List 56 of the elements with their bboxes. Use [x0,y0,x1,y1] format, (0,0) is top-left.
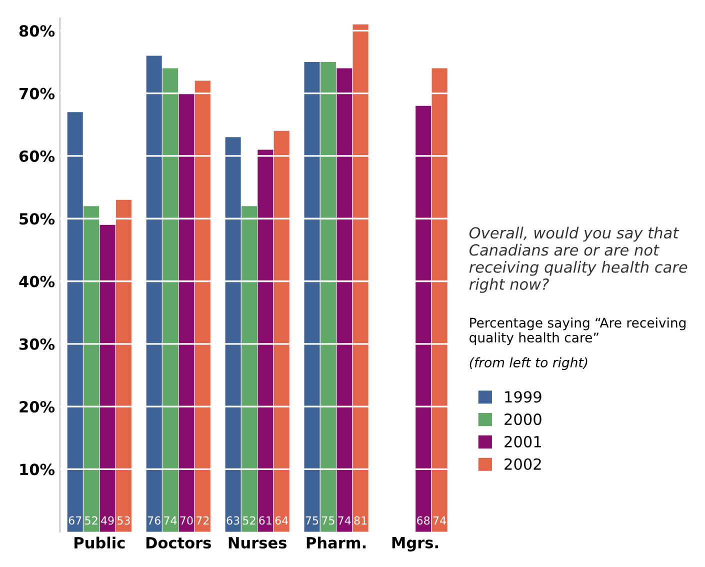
legend-title: Percentage saying “Are receiving quality health care” [470,318,686,346]
data-label: 68 [417,516,430,525]
data-label: 76 [148,516,160,525]
data-label: 70 [180,516,193,525]
bar [241,206,257,532]
x-tick-label: Nurses [228,537,286,549]
data-label: 74 [164,516,177,525]
bar [67,112,83,532]
bar [320,62,336,532]
x-tick-label: Pharm. [306,536,366,549]
x-tick-label: Doctors [146,537,211,549]
data-label: 67 [68,516,82,525]
data-label: 49 [100,516,114,525]
bar [178,93,194,532]
y-tick-label: 10% [20,464,55,476]
data-label: 81 [354,516,367,525]
x-tick-label: Public [74,536,125,549]
legend-label: 2001 [504,436,541,448]
bar [116,200,132,532]
data-label: 74 [433,516,446,525]
bar [304,62,320,532]
data-label: 52 [243,516,256,525]
bar [432,68,448,532]
data-label: 52 [85,516,98,525]
y-tick-label: 20% [20,401,55,413]
data-label: 72 [196,516,209,525]
data-label: 53 [117,516,130,525]
data-label: 63 [226,516,240,525]
bar [352,24,368,532]
data-label: 74 [338,516,351,525]
bar [100,224,116,532]
y-tick-label: 70% [20,88,55,100]
data-label: 61 [259,516,272,525]
bar [162,68,178,532]
text: Overall, would you say that Canadians are or are not receiving quality health care right now? [469,226,688,293]
y-tick-label: 50% [20,213,55,225]
y-tick-label: 40% [19,276,55,288]
legend-label: 1999 [505,391,542,403]
x-tick-label: Mgrs. [392,537,438,552]
bar [225,137,241,532]
data-label: 64 [275,516,288,525]
y-tick-label: 80% [19,25,55,37]
bar [336,68,352,532]
legend-label: 2002 [504,458,541,470]
data-label: 75 [322,516,334,525]
bar [146,56,162,532]
bar [84,206,100,532]
y-tick-label: 30% [20,338,55,350]
data-label: 75 [306,516,318,525]
text: (from left to right) [470,357,588,370]
bar [416,106,432,532]
bar [258,150,274,532]
legend-label: 2000 [504,414,542,426]
y-tick-label: 60% [19,150,55,162]
bar [194,80,210,532]
bar [274,130,290,532]
